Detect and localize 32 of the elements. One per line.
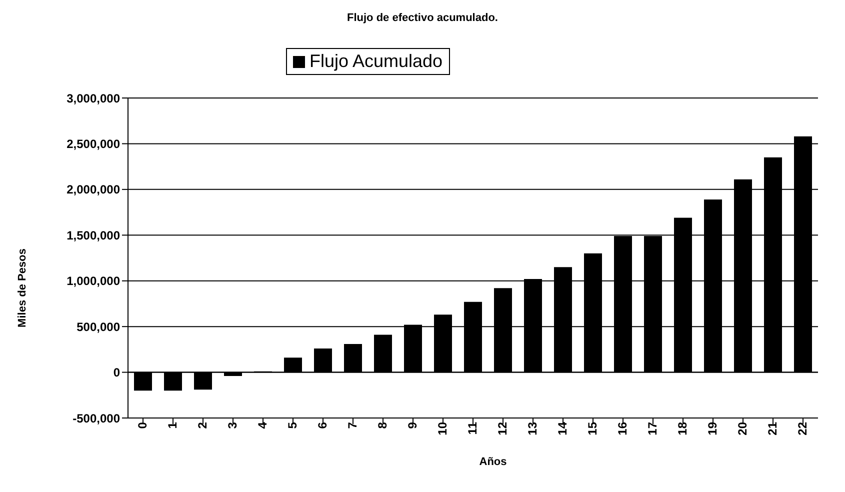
x-tick-label: 18 [676,422,690,436]
x-tick-label: 17 [646,422,660,436]
legend-label: Flujo Acumulado [308,51,443,72]
x-tick-label: 14 [556,422,570,436]
x-tick-label: 21 [766,422,780,436]
chart-title: Flujo de efectivo acumulado. [346,12,499,24]
x-tick-label: 1 [166,422,180,429]
x-axis-title: Años [478,456,508,468]
y-tick-label: 1,000,000 [66,274,120,288]
y-tick-label: 2,500,000 [66,136,120,151]
x-tick-label: 16 [616,422,630,436]
x-tick-label: 4 [256,422,270,429]
y-tick-label: 0 [113,366,120,380]
x-tick-label: 8 [376,422,390,429]
x-tick-label: 11 [466,422,480,435]
x-tick-label: 12 [496,422,510,436]
x-tick-label: 3 [226,422,240,429]
y-tick-label: 3,000,000 [66,91,120,106]
y-tick-label: 500,000 [76,320,120,334]
x-tick-label: 10 [436,422,450,436]
x-tick-label: 20 [736,422,750,436]
x-tick-label: 19 [706,422,720,436]
y-tick-label: 1,500,000 [66,228,120,242]
x-tick-label: 2 [196,422,210,429]
y-tick-label: -500,000 [72,411,120,426]
x-tick-label: 7 [346,422,360,429]
x-tick-label: 15 [586,422,600,436]
y-tick-label: 2,000,000 [66,182,120,197]
x-tick-label: 22 [796,422,810,436]
x-tick-label: 9 [406,422,420,429]
x-tick-label: 13 [526,422,540,436]
y-axis-title: Miles de Pesos [16,248,28,328]
